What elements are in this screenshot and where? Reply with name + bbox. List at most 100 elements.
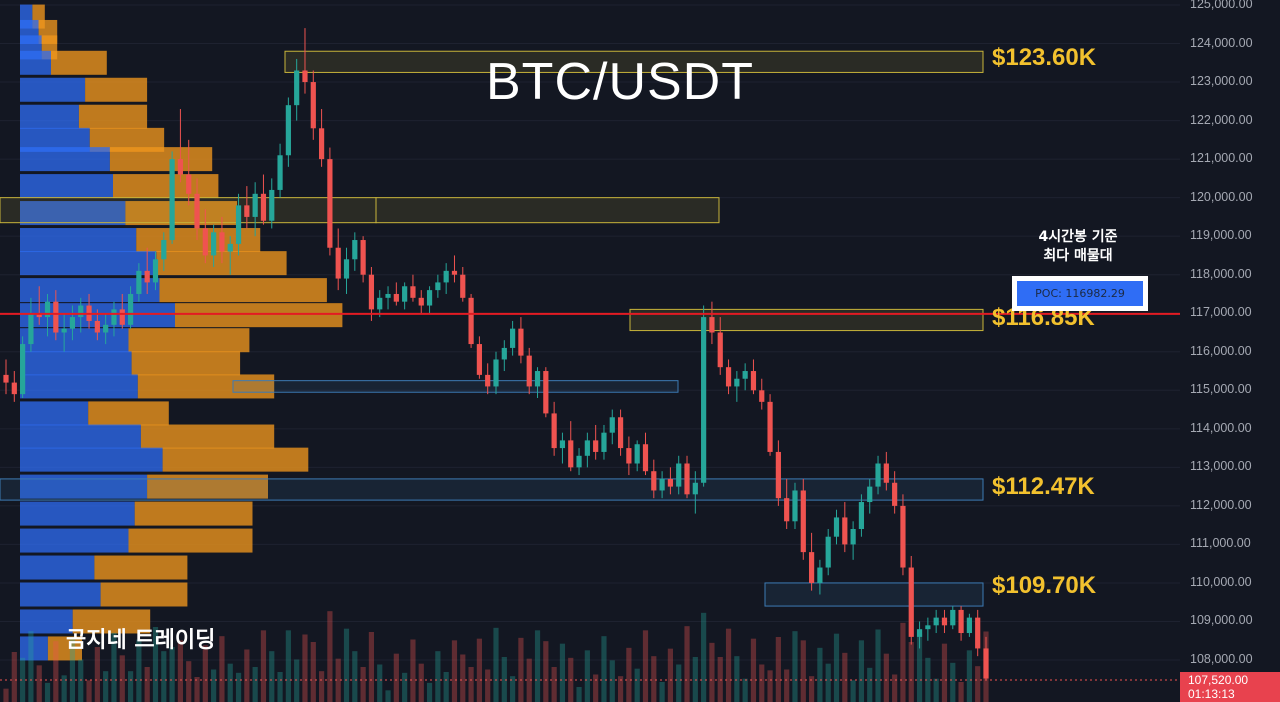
candle-bear [244, 205, 250, 217]
axis-tick-label: 109,000.00 [1190, 613, 1253, 628]
volume-bar [642, 630, 649, 702]
candle-bear [568, 440, 574, 468]
candle-bear [684, 463, 690, 495]
volume-bar [800, 640, 806, 702]
level-label: $109.70K [992, 571, 1097, 599]
candle-bear [593, 440, 599, 452]
volume-bar [385, 690, 391, 702]
poc-line-layer [0, 312, 1180, 681]
candle-bull [510, 328, 516, 348]
candle-bull [701, 317, 707, 483]
candle-bear [667, 478, 674, 487]
volume-bar [850, 680, 856, 702]
volume-bar [61, 675, 67, 702]
volume-bar [651, 656, 657, 702]
candle-bull [501, 347, 507, 360]
candle-bull [601, 432, 607, 452]
profile-buy-bar [20, 251, 157, 276]
candle-bull [269, 189, 275, 221]
volume-bar [493, 627, 499, 702]
volume-bar [169, 647, 175, 702]
level-label: $112.47K [992, 472, 1095, 500]
poc-label-box[interactable]: POC: 116982.29 [1012, 276, 1148, 311]
candle-bear [908, 567, 914, 637]
volume-bar [933, 678, 939, 702]
profile-buy-bar [20, 401, 89, 426]
volume-bar [327, 611, 333, 702]
candle-bear [476, 344, 482, 375]
candle-bull [742, 371, 748, 379]
profile-buy-bar [20, 201, 126, 226]
volume-bar [958, 682, 964, 702]
volume-bar [534, 630, 541, 702]
profile-buy-bar [20, 555, 95, 580]
candle-bull [252, 193, 258, 217]
candle-bear [327, 159, 333, 248]
chart-title: BTC/USDT [486, 53, 754, 111]
candle-bull [867, 486, 873, 503]
volume-bar [759, 664, 765, 702]
profile-buy-bar [20, 447, 163, 472]
profile-sell-bar [134, 501, 253, 526]
volume-bar [966, 650, 972, 702]
brand-watermark: 곰지네 트레이딩 [66, 628, 216, 653]
volume-bars [3, 611, 989, 702]
candle-bull [211, 232, 217, 256]
candle-bull [933, 617, 939, 626]
profile-buy-bar [20, 609, 73, 634]
candle-bear [360, 240, 366, 275]
volume-bar [559, 643, 566, 702]
candle-bear [551, 413, 557, 449]
candle-bull [426, 290, 433, 306]
volume-bar [260, 630, 267, 702]
volume-bar [551, 667, 557, 702]
profile-buy-bar [20, 278, 160, 303]
volume-bar [709, 642, 715, 702]
volume-bar [617, 676, 624, 702]
candle-bull [78, 305, 84, 318]
candle-bear [642, 444, 649, 472]
volume-bar [219, 636, 225, 702]
profile-buy-bar [20, 50, 51, 75]
volume-bar [393, 653, 399, 702]
candle-bear [3, 374, 9, 383]
candle-bear [900, 505, 906, 568]
profile-sell-bar [72, 609, 151, 634]
candle-bear [335, 247, 341, 279]
candle-bull [69, 317, 76, 329]
axis-tick-label: 119,000.00 [1190, 228, 1252, 243]
volume-bar [510, 676, 516, 702]
candle-bull [377, 297, 383, 310]
volume-bar [136, 639, 142, 702]
volume-bar [202, 645, 208, 702]
candle-bear [219, 232, 225, 252]
candle-bull [227, 243, 233, 252]
volume-bar [352, 651, 358, 702]
candle-bear [775, 451, 781, 499]
candle-bull [443, 270, 449, 283]
axis-tick-label: 110,000.00 [1190, 574, 1252, 589]
candle-bear [883, 463, 889, 483]
axis-tick-label: 115,000.00 [1190, 382, 1252, 397]
volume-bar [244, 649, 250, 702]
profile-buy-bar [20, 528, 129, 553]
profile-buy-bar [20, 424, 141, 449]
profile-buy-bar [20, 636, 48, 661]
candle-bull [576, 455, 582, 468]
candle-bear [725, 367, 732, 387]
profile-sell-bar [128, 528, 253, 553]
candle-bear [393, 293, 399, 302]
candle-bull [609, 417, 615, 433]
candle-bear [626, 448, 632, 464]
volume-bar [235, 672, 242, 702]
candle-bull [833, 517, 840, 537]
volume-bar [485, 669, 491, 702]
candle-bull [659, 478, 665, 491]
profile-buy-bar [20, 174, 113, 199]
volume-bar [285, 630, 291, 702]
profile-sell-bar [162, 447, 309, 472]
candle-bull [28, 313, 34, 345]
volume-bar [252, 667, 258, 702]
volume-bar [908, 642, 914, 702]
